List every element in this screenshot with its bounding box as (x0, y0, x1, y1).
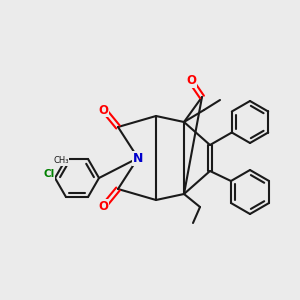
Text: CH₃: CH₃ (53, 156, 69, 165)
Text: O: O (98, 200, 108, 212)
Text: O: O (98, 103, 108, 116)
Text: N: N (133, 152, 143, 164)
Text: Cl: Cl (44, 169, 55, 179)
Text: O: O (186, 74, 196, 88)
